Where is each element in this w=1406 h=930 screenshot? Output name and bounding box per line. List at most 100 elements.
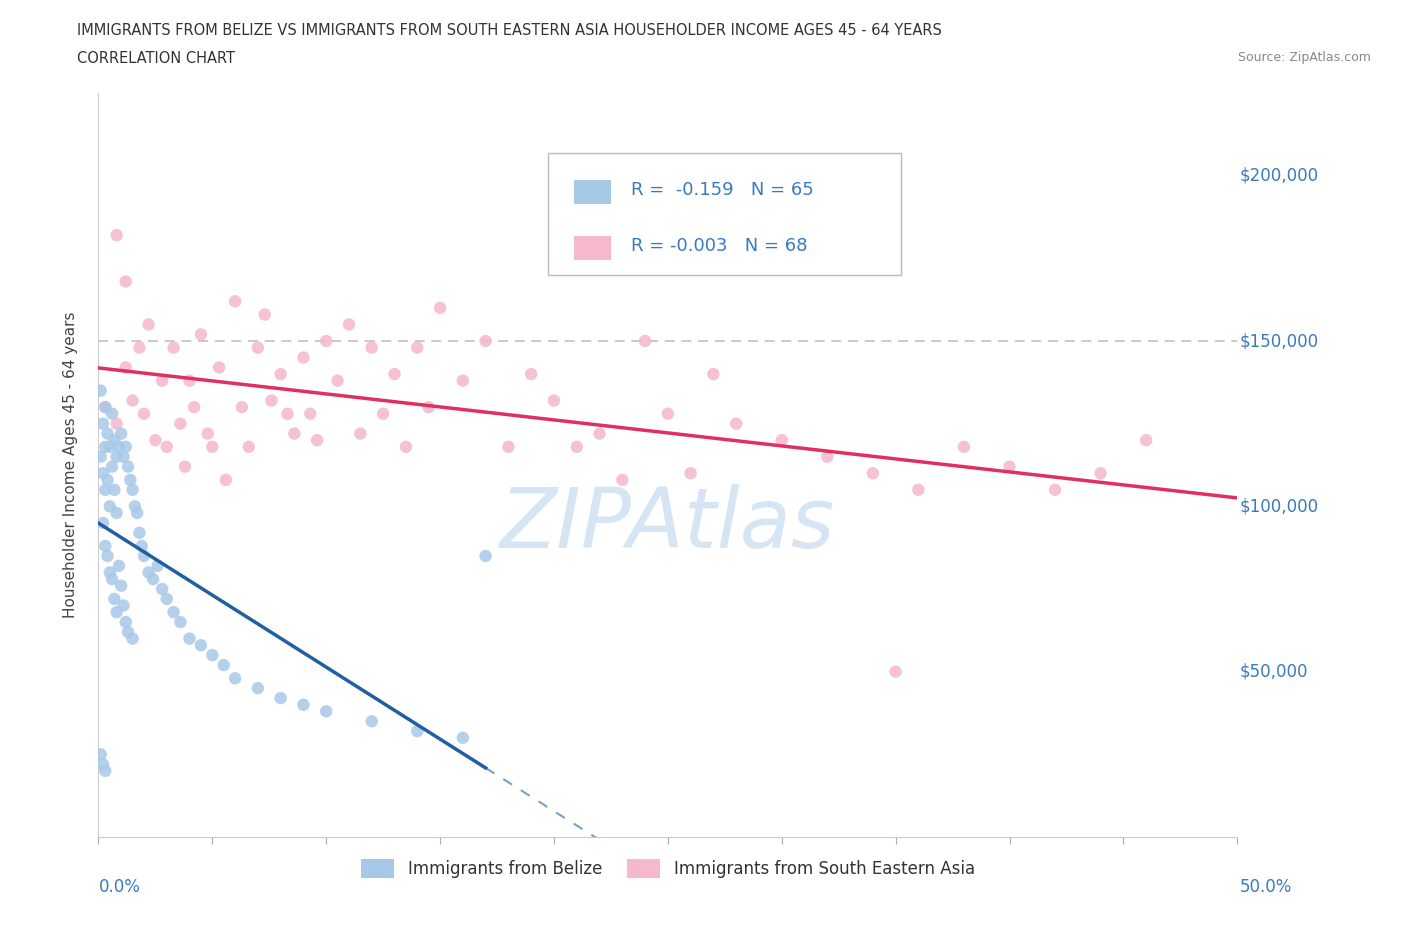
Text: IMMIGRANTS FROM BELIZE VS IMMIGRANTS FROM SOUTH EASTERN ASIA HOUSEHOLDER INCOME : IMMIGRANTS FROM BELIZE VS IMMIGRANTS FRO… [77, 23, 942, 38]
Point [679, 466, 702, 481]
Point [1043, 483, 1066, 498]
Point [702, 366, 724, 381]
Point [406, 724, 429, 738]
Point [246, 340, 269, 355]
Point [91, 466, 114, 481]
Point [612, 472, 634, 487]
Point [98, 498, 121, 513]
Y-axis label: Householder Income Ages 45 - 64 years: Householder Income Ages 45 - 64 years [63, 312, 77, 618]
FancyBboxPatch shape [548, 153, 901, 275]
Point [169, 615, 191, 630]
Point [101, 406, 124, 421]
Point [246, 681, 269, 696]
Point [179, 373, 201, 388]
Point [292, 350, 315, 365]
Point [121, 631, 143, 646]
Point [110, 578, 132, 593]
Point [384, 366, 406, 381]
Point [105, 417, 128, 432]
Point [150, 373, 173, 388]
Point [337, 317, 360, 332]
Point [94, 538, 117, 553]
Point [96, 549, 118, 564]
Point [94, 483, 117, 498]
Point [179, 631, 201, 646]
Text: $150,000: $150,000 [1240, 332, 1319, 350]
Text: ZIPAtlas: ZIPAtlas [501, 484, 835, 565]
Point [114, 615, 136, 630]
Point [90, 449, 112, 464]
Point [371, 406, 394, 421]
Point [108, 439, 131, 454]
Point [208, 360, 231, 375]
Text: $100,000: $100,000 [1240, 498, 1319, 515]
Point [112, 449, 135, 464]
Point [101, 572, 124, 587]
Point [270, 366, 292, 381]
Point [326, 373, 349, 388]
Point [270, 691, 292, 706]
Point [224, 671, 246, 685]
Point [231, 400, 253, 415]
Point [117, 625, 139, 640]
Text: $50,000: $50,000 [1240, 663, 1308, 681]
Point [884, 664, 907, 679]
Point [117, 459, 139, 474]
Point [98, 439, 121, 454]
Point [907, 483, 929, 498]
Point [96, 426, 118, 441]
Text: 50.0%: 50.0% [1240, 878, 1292, 896]
FancyBboxPatch shape [575, 180, 612, 204]
Text: R = -0.003   N = 68: R = -0.003 N = 68 [631, 237, 808, 255]
Point [146, 558, 169, 573]
Point [131, 538, 153, 553]
Point [253, 307, 276, 322]
Legend: Immigrants from Belize, Immigrants from South Eastern Asia: Immigrants from Belize, Immigrants from … [354, 852, 981, 884]
Point [183, 400, 205, 415]
Point [429, 300, 451, 315]
Point [169, 417, 191, 432]
Point [114, 360, 136, 375]
Point [91, 515, 114, 530]
Point [156, 439, 179, 454]
Point [862, 466, 884, 481]
Point [474, 334, 496, 349]
Point [725, 417, 748, 432]
Point [283, 426, 305, 441]
Point [565, 439, 588, 454]
Point [201, 647, 224, 662]
Text: $200,000: $200,000 [1240, 166, 1319, 185]
Point [212, 658, 235, 672]
Point [162, 340, 184, 355]
Point [94, 400, 117, 415]
Point [114, 274, 136, 289]
Point [105, 506, 128, 521]
Point [1090, 466, 1112, 481]
Point [121, 393, 143, 408]
Point [138, 317, 160, 332]
Point [112, 598, 135, 613]
Point [395, 439, 418, 454]
Point [124, 498, 146, 513]
Text: R =  -0.159   N = 65: R = -0.159 N = 65 [631, 181, 814, 199]
Point [998, 459, 1021, 474]
Point [260, 393, 283, 408]
Point [451, 730, 474, 745]
Point [406, 340, 429, 355]
Point [498, 439, 520, 454]
Point [770, 432, 793, 447]
Point [138, 565, 160, 580]
Point [145, 432, 167, 447]
Point [543, 393, 565, 408]
Point [101, 459, 124, 474]
FancyBboxPatch shape [575, 236, 612, 259]
Point [215, 472, 238, 487]
Point [197, 426, 219, 441]
Point [110, 426, 132, 441]
Point [190, 327, 212, 342]
Point [103, 591, 125, 606]
Point [1135, 432, 1157, 447]
Point [103, 432, 125, 447]
Point [108, 558, 131, 573]
Point [132, 549, 155, 564]
